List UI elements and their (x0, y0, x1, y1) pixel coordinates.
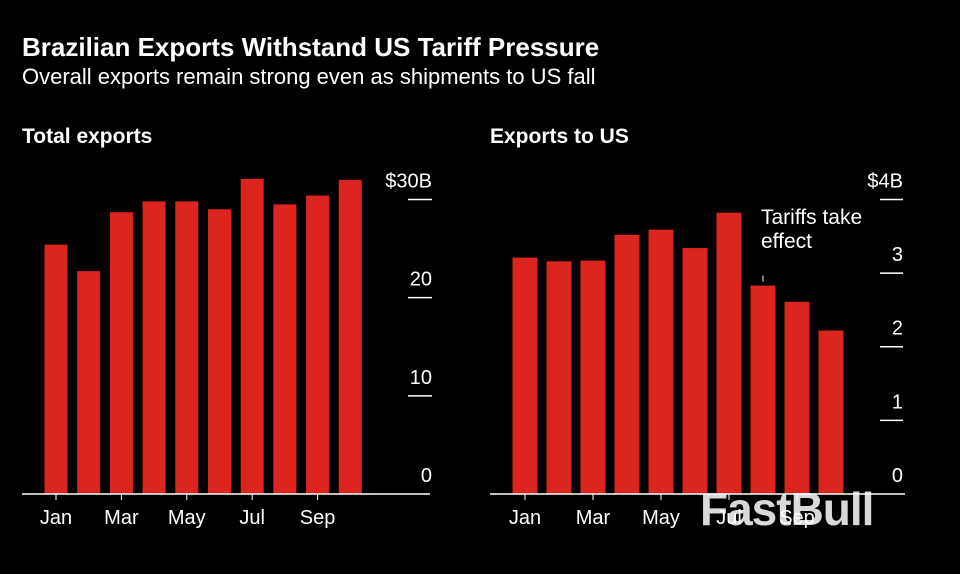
bar (240, 178, 264, 494)
x-tick-label: May (168, 507, 206, 529)
x-tick-label: Sep (300, 507, 336, 529)
y-tick-label: 3 (892, 244, 903, 266)
subtitle: Overall exports remain strong even as sh… (22, 64, 596, 89)
bar (580, 260, 606, 494)
bar (109, 212, 133, 494)
y-tick-label: $4B (867, 170, 903, 192)
x-tick-label: Mar (576, 507, 611, 529)
bar (512, 257, 538, 494)
bar (648, 229, 674, 495)
bar (208, 209, 231, 495)
bar (750, 285, 776, 494)
chart-title: Total exports (22, 125, 153, 148)
x-tick-label: Mar (104, 507, 139, 529)
x-tick-label: May (642, 507, 680, 529)
bar (546, 261, 572, 494)
x-tick-label: Jan (40, 507, 72, 529)
y-tick-label: 0 (421, 465, 432, 487)
watermark: FastBull (700, 483, 874, 535)
bar (175, 201, 199, 494)
chart-title: Exports to US (490, 125, 629, 148)
x-tick-label: Jul (716, 507, 742, 529)
bar (818, 330, 844, 494)
bar (77, 271, 101, 494)
y-tick-label: $30B (385, 170, 432, 192)
bar (273, 204, 297, 494)
bar (142, 201, 166, 494)
bar (784, 301, 810, 494)
title: Brazilian Exports Withstand US Tariff Pr… (22, 32, 600, 62)
bar (44, 244, 68, 494)
bar (716, 212, 742, 494)
x-tick-label: Sep (779, 507, 815, 529)
x-tick-label: Jan (509, 507, 541, 529)
bar (614, 234, 640, 495)
y-tick-label: 0 (892, 465, 903, 487)
bar (306, 195, 330, 494)
y-tick-label: 1 (892, 391, 903, 413)
y-tick-label: 20 (410, 269, 432, 291)
x-tick-label: Jul (239, 507, 265, 529)
bar (682, 248, 708, 494)
y-tick-label: 2 (892, 318, 903, 340)
annotation: Tariffs take effect (761, 205, 863, 253)
bar (338, 179, 362, 494)
y-tick-label: 10 (410, 367, 432, 389)
